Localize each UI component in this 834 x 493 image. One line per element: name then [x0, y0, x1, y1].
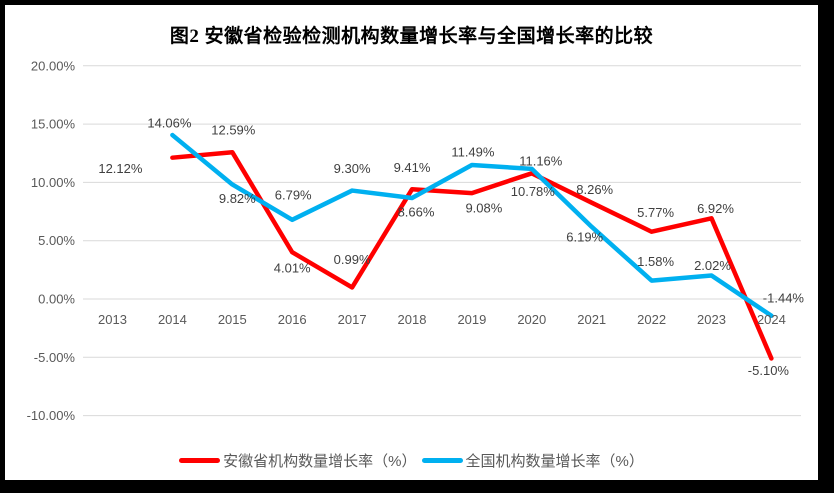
x-tick-label: 2017 — [338, 312, 367, 327]
data-label: 6.19% — [566, 229, 603, 244]
y-axis-tick-labels: 20.00% 15.00% 10.00% 5.00% 0.00% -5.00% -10.00… — [27, 58, 76, 423]
data-label: 12.12% — [98, 161, 143, 176]
y-tick-label: 0.00% — [38, 292, 75, 307]
data-label: 8.66% — [398, 205, 435, 220]
y-tick-label: -10.00% — [27, 408, 76, 423]
data-label: 10.78% — [511, 184, 556, 199]
y-tick-label: 10.00% — [31, 175, 76, 190]
chart-title: 图2 安徽省检验检测机构数量增长率与全国增长率的比较 — [169, 26, 654, 47]
data-label: 12.59% — [211, 123, 256, 138]
legend-item-anhui: 安徽省机构数量增长率（%） — [179, 450, 417, 471]
legend: 安徽省机构数量增长率（%） 全国机构数量增长率（%） — [5, 450, 818, 471]
y-tick-label: -5.00% — [34, 350, 76, 365]
series-line-1 — [170, 132, 774, 319]
data-label: 8.26% — [576, 182, 613, 197]
x-axis-tick-labels: 2013 2014 2015 2016 2017 2018 2019 2020 2021 2022… — [98, 312, 786, 327]
data-label: 9.41% — [394, 160, 431, 175]
data-label: 4.01% — [274, 261, 311, 276]
y-tick-label: 15.00% — [31, 117, 76, 132]
legend-label-national: 全国机构数量增长率（%） — [465, 453, 644, 470]
data-labels-series-1: 14.06% 9.82% 6.79% 9.30% 8.66% 11.49% 11.16% 6.… — [147, 116, 804, 306]
data-label: 11.49% — [451, 145, 495, 160]
legend-label-anhui: 安徽省机构数量增长率（%） — [223, 453, 417, 470]
data-label: 9.30% — [334, 161, 371, 176]
x-tick-label: 2020 — [517, 312, 546, 327]
data-label: 0.99% — [334, 252, 371, 267]
x-tick-label: 2018 — [398, 312, 427, 327]
x-tick-label: 2016 — [278, 312, 307, 327]
data-label: 11.16% — [519, 153, 563, 168]
x-tick-label: 2014 — [158, 312, 187, 327]
x-tick-label: 2021 — [577, 312, 606, 327]
data-label: 1.58% — [637, 254, 674, 269]
data-label: 6.92% — [697, 201, 734, 216]
x-tick-label: 2023 — [697, 312, 726, 327]
y-tick-label: 5.00% — [38, 233, 75, 248]
data-label: 9.82% — [219, 191, 256, 206]
data-label: 2.02% — [694, 258, 731, 273]
legend-line-swatch-blue — [421, 458, 463, 463]
data-label: -1.44% — [763, 290, 805, 305]
x-tick-label: 2024 — [757, 312, 786, 327]
data-labels-series-0: 12.12% 12.59% 4.01% 0.99% 9.41% 9.08% 10.78% 8.… — [98, 123, 789, 378]
x-tick-label: 2013 — [98, 312, 127, 327]
data-label: 14.06% — [147, 116, 192, 131]
y-tick-label: 20.00% — [31, 58, 76, 73]
data-label: 9.08% — [465, 201, 502, 216]
data-label: -5.10% — [748, 363, 790, 378]
x-tick-label: 2019 — [457, 312, 486, 327]
chart-canvas: 图2 安徽省检验检测机构数量增长率与全国增长率的比较 安徽省机构数量增长率（%）… — [5, 5, 818, 480]
legend-line-swatch-red — [179, 458, 221, 463]
legend-item-national: 全国机构数量增长率（%） — [421, 450, 644, 471]
x-tick-label: 2015 — [218, 312, 247, 327]
x-tick-label: 2022 — [637, 312, 666, 327]
data-label: 5.77% — [637, 205, 674, 220]
series-line-0 — [170, 149, 774, 361]
data-label: 6.79% — [275, 187, 312, 202]
